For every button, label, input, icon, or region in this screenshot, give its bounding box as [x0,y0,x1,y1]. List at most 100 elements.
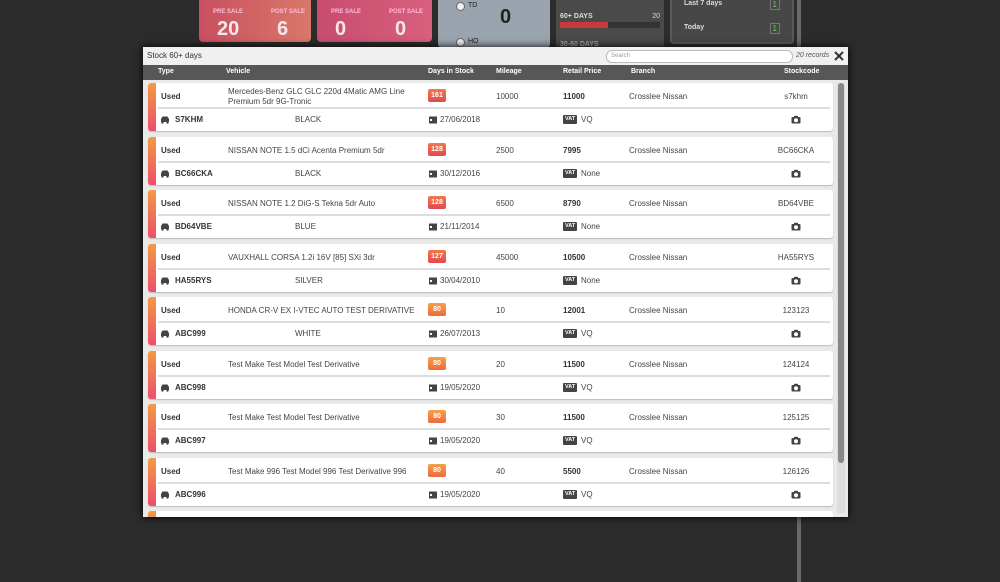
branch: Crosslee Nissan [629,466,688,476]
tile-label: POST SALE [389,9,424,15]
vat-badge: VAT [563,436,578,445]
row-stripe [148,136,156,185]
status-value: 0 [500,6,512,28]
column-header[interactable]: Type [158,68,174,75]
car-icon [161,437,169,445]
tile-value: 0 [395,18,407,40]
row-stripe [148,243,156,292]
type: Used [161,466,181,476]
days-badge: 80 [428,356,446,370]
mileage: 40 [496,466,505,476]
reg-date: 21/11/2014 [440,222,480,231]
stockcode: 123123 [782,306,810,315]
close-button[interactable] [834,51,844,61]
stock-row[interactable]: Used HONDA CR-V EX I-VTEC AUTO TEST DERIV… [148,297,833,345]
car-icon [161,116,169,124]
column-header[interactable]: Vehicle [226,68,251,75]
price: 11500 [563,413,585,422]
type: Used [161,359,181,369]
reg-date: 19/05/2020 [440,382,481,392]
reg-date: 30/04/2010 [440,275,481,285]
row-separator [158,160,830,163]
recent-value: 1 [769,0,780,10]
mileage: 2500 [496,145,514,155]
mileage: 10 [496,306,505,315]
stock-row[interactable]: Used VAUXHALL CORSA 1.2i 16V [85] SXi 3dr… [148,243,833,292]
colour: BLACK [295,115,322,124]
stock-modal: Stock 60+ days Search 20 records Type Veh… [143,47,848,517]
scrollbar[interactable] [837,83,845,513]
column-header[interactable]: Branch [631,68,656,75]
stock-row[interactable]: Used Test Make Test Model Test Derivative… [148,404,833,452]
age-tile: 60+ DAYS 20 30-60 DAYS [556,0,664,48]
price: 11500 [563,359,585,369]
stock-row[interactable]: Used Mercedes-Benz GLC GLC 220d 4Matic AM… [148,83,833,131]
scrollbar-thumb[interactable] [838,83,844,463]
type: Used [161,145,181,155]
registration: ABC997 [175,436,206,445]
stockcode: 126126 [782,466,810,476]
branch: Crosslee Nissan [629,306,688,315]
calendar-icon [429,170,437,177]
stock-row[interactable]: Used Test Make 996 Test Model 996 Test De… [148,457,833,506]
branch: Crosslee Nissan [629,252,688,262]
car-icon [161,170,169,178]
vat-status: VQ [581,329,593,338]
column-header[interactable]: Stockcode [784,68,820,75]
price: 12001 [563,306,586,315]
row-stripe [148,457,156,506]
days-badge: 161 [428,89,446,102]
stockcode: s7khm [784,92,808,101]
vat-badge: VAT [563,168,578,178]
car-icon [161,223,169,231]
tile-value: 6 [277,18,289,40]
mileage: 45000 [496,252,519,262]
vehicle: HONDA CR-V EX I-VTEC AUTO TEST DERIVATIV… [228,306,415,315]
mileage: 20 [496,359,505,369]
mileage: 30 [496,413,505,422]
calendar-icon [429,437,437,445]
vat-status: None [581,222,601,231]
camera-icon [791,436,801,445]
vat-status: VQ [581,489,593,499]
stock-row[interactable] [148,511,833,517]
camera-icon [791,222,801,231]
search-input[interactable]: Search [606,50,793,63]
column-header[interactable]: Retail Price [563,68,602,75]
days-badge: 80 [428,303,446,316]
registration: BD64VBE [175,222,212,231]
stock-row[interactable]: Used NISSAN NOTE 1.5 dCi Acenta Premium 5… [148,136,833,185]
status-dot [456,2,465,11]
status-tile: TD HO 0 [438,0,550,48]
reg-date: 19/05/2020 [440,489,481,499]
stock-row[interactable]: Used Test Make Test Model Test Derivative… [148,350,833,399]
age-next-label: 30-60 DAYS [560,41,599,48]
calendar-icon [429,330,437,338]
vat-badge: VAT [563,489,578,499]
row-stripe [148,190,156,238]
vat-badge: VAT [563,275,578,285]
sale-tile: PRE SALE POST SALE 0 0 [317,0,432,42]
vat-badge: VAT [563,382,578,392]
calendar-icon [429,384,437,391]
colour: BLACK [295,168,322,178]
stock-row[interactable]: Used NISSAN NOTE 1.2 DiG-S Tekna 5dr Auto… [148,190,833,238]
status-label: HO [468,38,479,45]
registration: S7KHM [175,115,204,124]
row-stripe [148,511,156,517]
column-header[interactable]: Days in Stock [428,68,474,75]
tile-value: 0 [335,18,347,40]
colour: SILVER [295,275,323,285]
registration: ABC998 [175,382,206,392]
row-stripe [148,350,156,399]
camera-icon [791,276,801,284]
reg-date: 26/07/2013 [440,329,481,338]
price: 7995 [563,145,581,155]
stockcode: 124124 [782,359,810,369]
car-icon [161,491,169,499]
price: 10500 [563,252,586,262]
reg-date: 27/06/2018 [440,115,481,124]
column-header[interactable]: Mileage [496,68,522,75]
branch: Crosslee Nissan [629,92,688,101]
reg-date: 19/05/2020 [440,436,481,445]
